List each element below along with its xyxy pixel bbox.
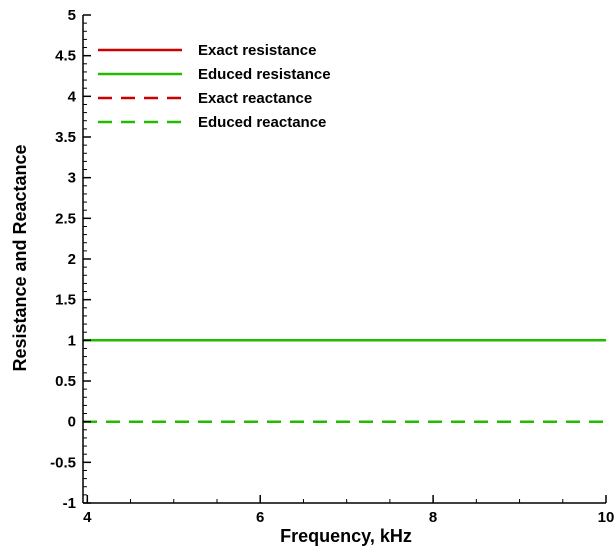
y-tick-label: -0.5 [50,454,76,471]
y-tick-label: 0.5 [55,373,76,390]
y-tick-label: 3.5 [55,129,76,146]
y-tick-label: 2.5 [55,210,76,227]
x-tick-label: 6 [256,509,264,526]
y-tick-label: 2 [68,251,76,268]
x-axis-title: Frequency, kHz [280,526,412,546]
series-layer [83,339,606,423]
y-tick-label: 4.5 [55,48,76,65]
y-tick-label: 1 [68,332,76,349]
x-tick-label: 4 [83,509,92,526]
y-axis-title: Resistance and Reactance [10,144,30,371]
legend-label-4: Educed reactance [198,114,326,131]
y-tick-label: 0 [68,414,76,431]
y-tick-label: -1 [63,495,76,512]
x-tick-label: 8 [429,509,437,526]
y-tick-label: 3 [68,170,76,187]
legend-label-1: Exact resistance [198,42,316,59]
legend: Exact resistance Educed resistance Exact r… [98,42,331,131]
y-tick-label: 4 [68,88,77,105]
x-tick-label: 10 [598,509,614,526]
legend-label-2: Educed resistance [198,66,331,83]
y-tick-label: 1.5 [55,292,76,309]
legend-label-3: Exact reactance [198,90,312,107]
y-tick-label: 5 [68,7,76,24]
axes-layer: -1 -0.5 0 0.5 1 1.5 2 2.5 3 3.5 4 4.5 5 4 6 8 10 [50,7,614,526]
